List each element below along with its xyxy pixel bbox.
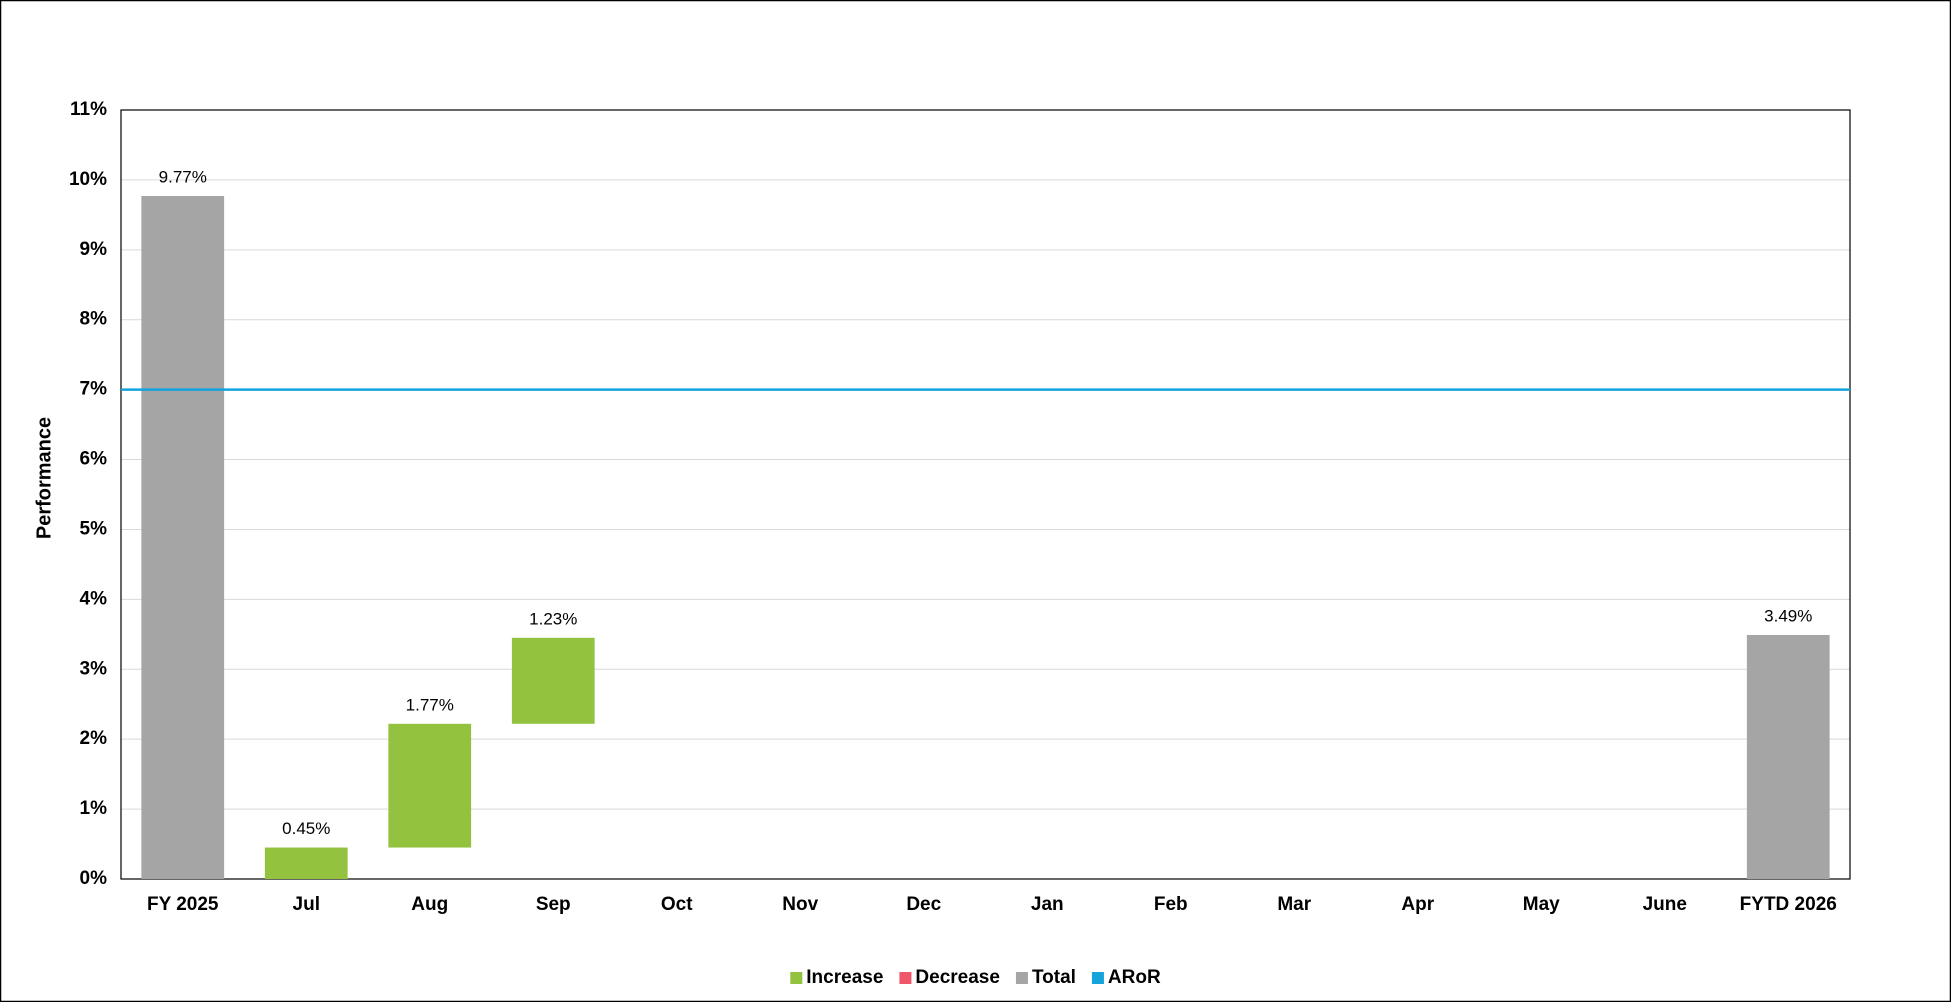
legend-swatch	[1015, 972, 1028, 984]
bar	[141, 195, 225, 880]
x-tick-label: Nov	[782, 894, 818, 915]
data-label: 1.23%	[529, 609, 577, 628]
x-tick-label: Jan	[1031, 894, 1064, 915]
data-label: 1.77%	[406, 695, 454, 714]
data-label: 3.49%	[1764, 607, 1812, 626]
bar	[1746, 635, 1830, 879]
y-tick-label: 0%	[80, 868, 108, 889]
x-tick-label: Mar	[1277, 894, 1311, 915]
bar	[511, 637, 595, 724]
y-tick-label: 6%	[80, 449, 108, 470]
legend-swatch	[1091, 972, 1104, 984]
legend-label: Total	[1032, 967, 1076, 988]
legend-swatch	[790, 972, 803, 984]
data-label: 0.45%	[282, 819, 330, 838]
x-tick-label: Aug	[411, 894, 448, 915]
legend-label: ARoR	[1108, 967, 1161, 988]
y-tick-label: 7%	[80, 379, 108, 400]
y-tick-label: 8%	[80, 309, 108, 330]
legend-label: Decrease	[915, 967, 1000, 988]
x-tick-label: Jul	[293, 894, 320, 915]
y-tick-label: 4%	[80, 588, 108, 609]
y-tick-label: 1%	[80, 798, 108, 819]
x-tick-label: May	[1523, 894, 1560, 915]
y-tick-label: 9%	[80, 239, 108, 260]
x-tick-label: Dec	[906, 894, 941, 915]
x-tick-label: Apr	[1401, 894, 1434, 915]
x-tick-label: FY 2025	[147, 894, 219, 915]
x-tick-label: FYTD 2026	[1740, 894, 1837, 915]
y-tick-label: 11%	[70, 99, 107, 120]
bar	[388, 723, 472, 848]
y-axis-title: Performance	[33, 417, 55, 539]
x-tick-label: June	[1643, 894, 1687, 915]
plot-border	[120, 109, 1851, 880]
x-tick-label: Feb	[1154, 894, 1188, 915]
y-tick-label: 3%	[80, 658, 108, 679]
y-tick-label: 5%	[80, 518, 108, 539]
data-label: 9.77%	[159, 167, 207, 186]
x-tick-label: Sep	[536, 894, 571, 915]
y-tick-label: 10%	[69, 169, 107, 190]
x-tick-label: Oct	[661, 894, 693, 915]
legend-label: Increase	[806, 967, 883, 988]
bar	[264, 847, 348, 879]
legend-swatch	[899, 972, 912, 984]
y-tick-label: 2%	[80, 728, 108, 749]
